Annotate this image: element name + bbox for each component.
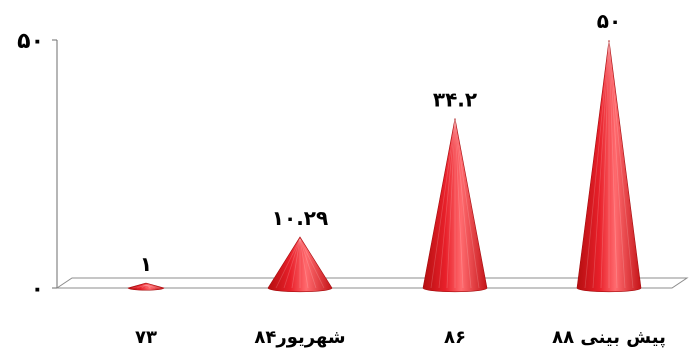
- cone-3: [422, 118, 488, 293]
- cone-streak: [608, 41, 618, 289]
- cone-body: [576, 39, 642, 293]
- category-labels: ۷۳ شهریور۸۴ ۸۶ پیش بینی ۸۸: [135, 327, 666, 348]
- cone-streak: [132, 284, 147, 289]
- data-labels: ۱ ۱۰.۲۹ ۳۴.۲ ۵۰: [140, 9, 621, 276]
- data-label: ۳۴.۲: [433, 87, 477, 111]
- cone-4: [576, 39, 642, 293]
- category-label: ۷۳: [135, 327, 157, 348]
- cone-streak: [299, 238, 325, 289]
- cone-streak: [454, 120, 472, 289]
- cone-streak: [145, 284, 156, 289]
- cone-streak: [592, 41, 610, 289]
- y-tick-label: ۵۰: [17, 29, 44, 54]
- cone-streak: [145, 284, 160, 289]
- cone-streak: [454, 120, 480, 289]
- cone-1: [127, 282, 165, 291]
- y-tick-label: ۰: [31, 277, 44, 302]
- y-axis-ticks: ۰ ۵۰: [17, 29, 57, 302]
- cone-streak: [454, 120, 464, 289]
- cone-streak: [299, 238, 309, 289]
- cone-streak: [299, 238, 317, 289]
- data-label: ۱: [140, 252, 152, 276]
- cone-streak: [608, 41, 626, 289]
- data-label: ۵۰: [597, 9, 621, 33]
- data-label: ۱۰.۲۹: [272, 206, 328, 230]
- cone-streak: [446, 120, 456, 289]
- category-label: ۸۶: [444, 327, 466, 348]
- cone-body: [267, 236, 333, 293]
- cone-streak: [136, 284, 147, 289]
- cone-streak: [608, 41, 634, 289]
- cone-streak: [430, 120, 456, 289]
- category-label: پیش بینی ۸۸: [552, 327, 666, 348]
- cone-2: [267, 236, 333, 293]
- cone-streak: [275, 238, 301, 289]
- cones: [127, 39, 642, 293]
- cone-streak: [438, 120, 456, 289]
- cone-streak: [584, 41, 610, 289]
- cone-body: [127, 282, 165, 291]
- cone-streak: [141, 284, 147, 289]
- cone-streak: [145, 284, 151, 289]
- cone-streak: [283, 238, 301, 289]
- cone-body: [422, 118, 488, 293]
- cone-streak: [291, 238, 301, 289]
- category-label: شهریور۸۴: [254, 327, 345, 348]
- cone-streak: [600, 41, 610, 289]
